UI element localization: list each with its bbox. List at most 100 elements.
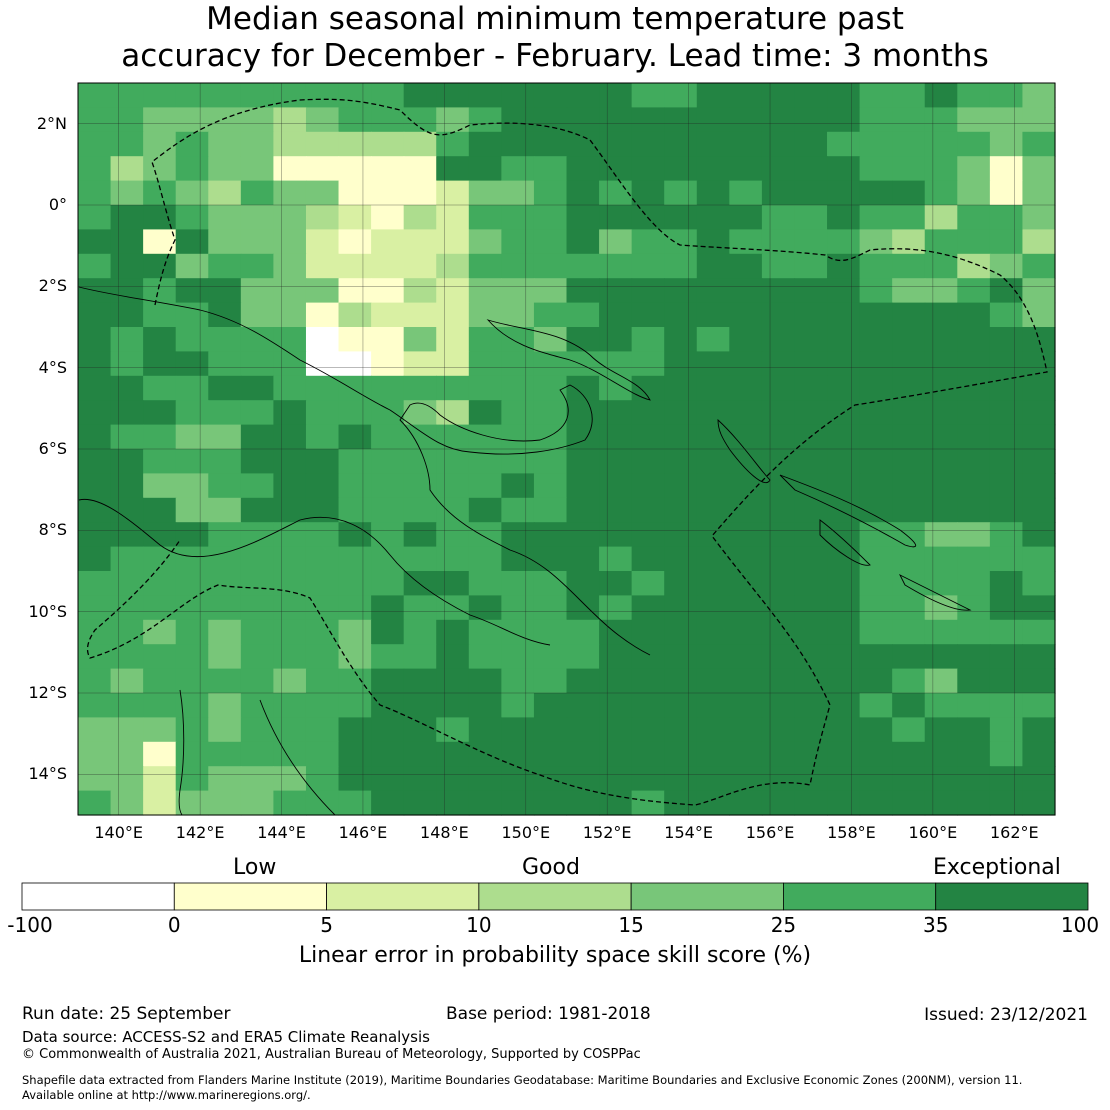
grid-cell xyxy=(696,766,730,792)
grid-cell xyxy=(338,205,372,230)
grid-cell xyxy=(533,375,568,401)
grid-cell xyxy=(305,693,340,718)
grid-cell xyxy=(989,131,1024,157)
grid-cell xyxy=(566,546,600,572)
grid-cell xyxy=(729,278,763,304)
grid-cell xyxy=(273,278,307,304)
grid-cell xyxy=(989,229,1024,255)
grid-cell xyxy=(436,83,470,108)
grid-cell xyxy=(240,717,274,743)
grid-cell xyxy=(696,278,730,304)
grid-cell xyxy=(143,619,177,645)
grid-cell xyxy=(533,522,568,548)
grid-cell xyxy=(273,619,307,645)
grid-cell xyxy=(403,253,437,279)
grid-cell xyxy=(110,83,144,108)
grid-cell xyxy=(533,351,568,377)
grid-cell xyxy=(566,351,600,377)
grid-cell xyxy=(403,327,437,352)
grid-cell xyxy=(110,693,144,718)
grid-cell xyxy=(957,693,991,718)
grid-cell xyxy=(78,497,112,523)
grid-cell xyxy=(110,375,144,401)
grid-cell xyxy=(989,619,1024,645)
grid-cell xyxy=(338,400,372,426)
grid-cell xyxy=(924,302,958,328)
grid-cell xyxy=(794,400,828,426)
grid-cell xyxy=(1022,644,1056,670)
grid-cell xyxy=(273,351,307,377)
grid-cell xyxy=(338,790,372,816)
grid-cell xyxy=(143,522,177,548)
lat-tick-label: 6°S xyxy=(38,439,67,458)
grid-cell xyxy=(371,424,405,450)
colorbar-tick-label: 25 xyxy=(770,913,797,937)
grid-cell xyxy=(436,156,470,182)
grid-cell xyxy=(989,400,1024,426)
grid-cell xyxy=(664,644,698,670)
grid-cell xyxy=(599,473,633,499)
grid-cell xyxy=(338,473,372,499)
grid-cell xyxy=(305,644,340,670)
grid-cell xyxy=(729,571,763,596)
grid-cell xyxy=(794,302,828,328)
grid-cell xyxy=(566,107,600,133)
grid-cell xyxy=(924,717,958,743)
grid-cell xyxy=(957,595,991,621)
grid-cell xyxy=(761,766,796,792)
grid-cell xyxy=(566,644,600,670)
grid-cell xyxy=(338,595,372,621)
lat-tick-label: 4°S xyxy=(38,357,67,377)
grid-cell xyxy=(371,205,405,230)
grid-cell xyxy=(566,449,600,474)
grid-cell xyxy=(696,693,730,718)
grid-cell xyxy=(989,156,1024,182)
grid-cell xyxy=(599,83,633,108)
grid-cell xyxy=(208,180,242,206)
grid-cell xyxy=(175,741,209,767)
grid-cell xyxy=(273,668,307,694)
category-good: Good xyxy=(522,855,580,880)
grid-cell xyxy=(371,717,405,743)
grid-cell xyxy=(599,449,633,474)
grid-cell xyxy=(110,766,144,792)
grid-cell xyxy=(696,546,730,572)
grid-cell xyxy=(957,424,991,450)
grid-cell xyxy=(664,327,698,352)
grid-cell xyxy=(371,278,405,304)
grid-cell xyxy=(143,375,177,401)
grid-cell xyxy=(892,278,926,304)
grid-cell xyxy=(729,766,763,792)
grid-cell xyxy=(240,253,274,279)
grid-cell xyxy=(468,644,502,670)
grid-cell xyxy=(892,351,926,377)
grid-cell xyxy=(273,107,307,133)
grid-cell xyxy=(208,375,242,401)
copyright: © Commonwealth of Australia 2021, Austra… xyxy=(22,1047,641,1062)
grid-cell xyxy=(371,522,405,548)
grid-cell xyxy=(533,327,568,352)
grid-cell xyxy=(696,668,730,694)
grid-cell xyxy=(305,400,340,426)
grid-cell xyxy=(696,400,730,426)
colorbar-label: Linear error in probability space skill … xyxy=(298,943,812,968)
grid-cell xyxy=(110,131,144,157)
grid-cell xyxy=(208,107,242,133)
grid-cell xyxy=(924,497,958,523)
grid-cell xyxy=(631,302,665,328)
grid-cell xyxy=(338,327,372,352)
grid-cell xyxy=(599,205,633,230)
grid-cell xyxy=(631,156,665,182)
grid-cell xyxy=(371,619,405,645)
grid-cell xyxy=(403,107,437,133)
grid-cell xyxy=(1022,351,1056,377)
grid-cell xyxy=(175,278,209,304)
grid-cell xyxy=(1022,107,1056,133)
grid-cell xyxy=(371,327,405,352)
grid-cell xyxy=(110,619,144,645)
grid-cell xyxy=(859,302,893,328)
grid-cell xyxy=(989,571,1024,596)
grid-cell xyxy=(729,205,763,230)
grid-cell xyxy=(436,766,470,792)
